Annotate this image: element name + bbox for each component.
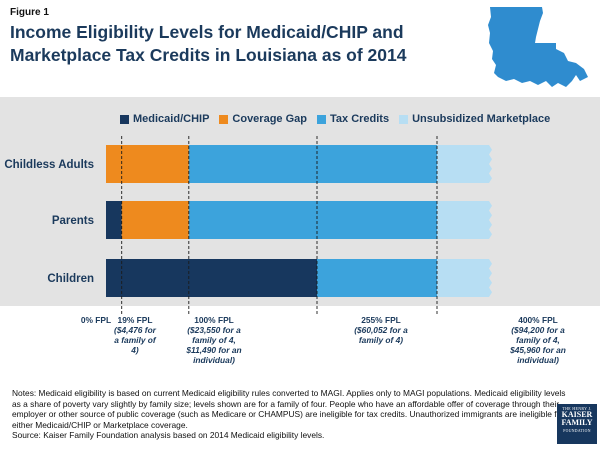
bar-parents-medicaid [106,201,122,239]
legend-item-unsub: Unsubsidized Marketplace [399,113,550,125]
fpl-label-255-text: 255% FPL [361,315,401,325]
fpl-label-400: 400% FPL ($94,200 for a family of 4, $45… [505,315,571,365]
category-label-parents: Parents [52,215,94,227]
notes-block: Notes: Medicaid eligibility is based on … [12,388,568,441]
bar-childless-adults-unsub [437,145,489,183]
bar-childless-adults-gap [106,145,189,183]
fpl-label-19-detail: ($4,476 for a family of 4) [114,325,156,355]
bar-children-medicaid [106,259,317,297]
fpl-label-0-text: 0% FPL [80,315,112,325]
legend-swatch-medicaid [120,114,129,124]
logo-line1: KAISER [561,410,593,419]
fpl-label-255: 255% FPL ($60,052 for a family of 4) [346,315,416,345]
fpl-label-255-detail: ($60,052 for a family of 4) [354,325,408,345]
louisiana-shape [488,7,588,87]
bar-children-tax [317,259,437,297]
fpl-label-100-detail: ($23,550 for a family of 4, $11,490 for … [186,325,242,365]
legend-swatch-unsub [399,114,409,124]
source-text: Source: Kaiser Family Foundation analysi… [12,430,325,441]
bar-edge-childless-adults [489,145,492,183]
fpl-label-400-text: 400% FPL [518,315,558,325]
bar-edge-parents [489,201,492,239]
category-label-childless-adults: Childless Adults [4,159,94,171]
fpl-label-19-text: 19% FPL [117,315,153,325]
chart-title: Income Eligibility Levels for Medicaid/C… [10,22,407,65]
legend-swatch-tax [317,114,326,124]
fpl-label-100-text: 100% FPL [194,315,234,325]
legend-item-tax: Tax Credits [317,113,389,125]
fpl-label-0: 0% FPL [80,315,112,325]
legend-label-unsub: Unsubsidized Marketplace [412,113,551,125]
fpl-label-100: 100% FPL ($23,550 for a family of 4, $11… [182,315,246,365]
fpl-label-19: 19% FPL ($4,476 for a family of 4) [111,315,159,355]
legend-item-medicaid: Medicaid/CHIP [120,113,209,125]
bar-parents-tax [188,201,438,239]
legend-label-gap: Coverage Gap [232,113,307,125]
category-label-children: Children [47,273,94,285]
logo-top-text: THE HENRY J. [562,406,592,411]
bar-children-unsub [437,259,489,297]
figure-label: Figure 1 [10,7,49,18]
logo-line2: FAMILY [561,418,593,427]
legend-item-gap: Coverage Gap [219,113,307,125]
legend-label-tax: Tax Credits [330,113,390,125]
kff-logo: THE HENRY J. KAISER FAMILY FOUNDATION [557,404,597,444]
notes-text: Notes: Medicaid eligibility is based on … [12,388,566,430]
bar-childless-adults-tax [188,145,438,183]
legend-label-medicaid: Medicaid/CHIP [133,113,210,125]
legend-swatch-gap [219,114,229,124]
bar-parents-unsub [437,201,489,239]
louisiana-map-icon [488,7,588,87]
bar-parents-gap [121,201,189,239]
fpl-label-400-detail: ($94,200 for a family of 4, $45,960 for … [510,325,566,365]
logo-bottom-text: FOUNDATION [563,429,591,433]
bar-edge-children [489,259,492,297]
legend: Medicaid/CHIP Coverage Gap Tax Credits U… [120,112,560,126]
